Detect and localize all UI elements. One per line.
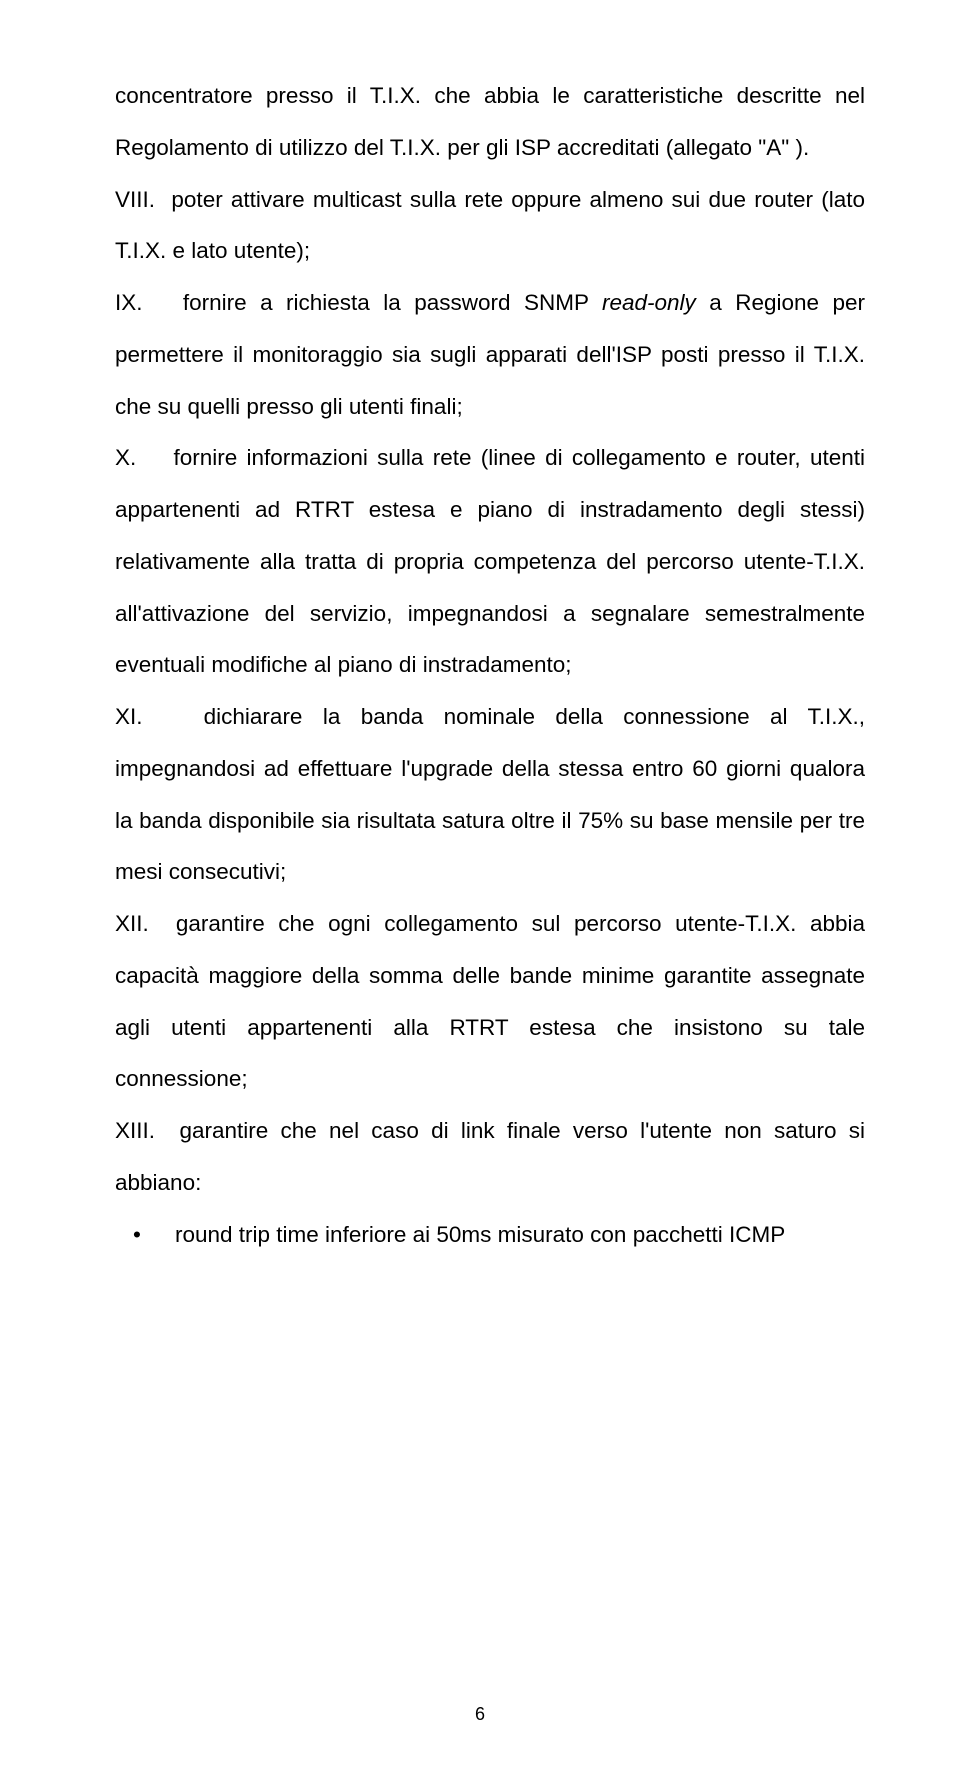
paragraph-item-xi: XI. dichiarare la banda nominale della c… bbox=[115, 691, 865, 898]
page-number: 6 bbox=[0, 1704, 960, 1725]
text-run: IX. fornire a richiesta la password SNMP bbox=[115, 290, 602, 315]
paragraph-item-xii: XII. garantire che ogni collegamento sul… bbox=[115, 898, 865, 1105]
bullet-text: round trip time inferiore ai 50ms misura… bbox=[175, 1209, 865, 1261]
document-page: concentratore presso il T.I.X. che abbia… bbox=[0, 0, 960, 1765]
bullet-item: • round trip time inferiore ai 50ms misu… bbox=[115, 1209, 865, 1261]
paragraph: concentratore presso il T.I.X. che abbia… bbox=[115, 70, 865, 174]
bullet-marker: • bbox=[115, 1209, 175, 1261]
paragraph-item-x: X. fornire informazioni sulla rete (line… bbox=[115, 432, 865, 691]
paragraph-item-ix: IX. fornire a richiesta la password SNMP… bbox=[115, 277, 865, 432]
paragraph-item-xiii: XIII. garantire che nel caso di link fin… bbox=[115, 1105, 865, 1209]
text-italic: read-only bbox=[602, 290, 696, 315]
paragraph-item-viii: VIII. poter attivare multicast sulla ret… bbox=[115, 174, 865, 278]
